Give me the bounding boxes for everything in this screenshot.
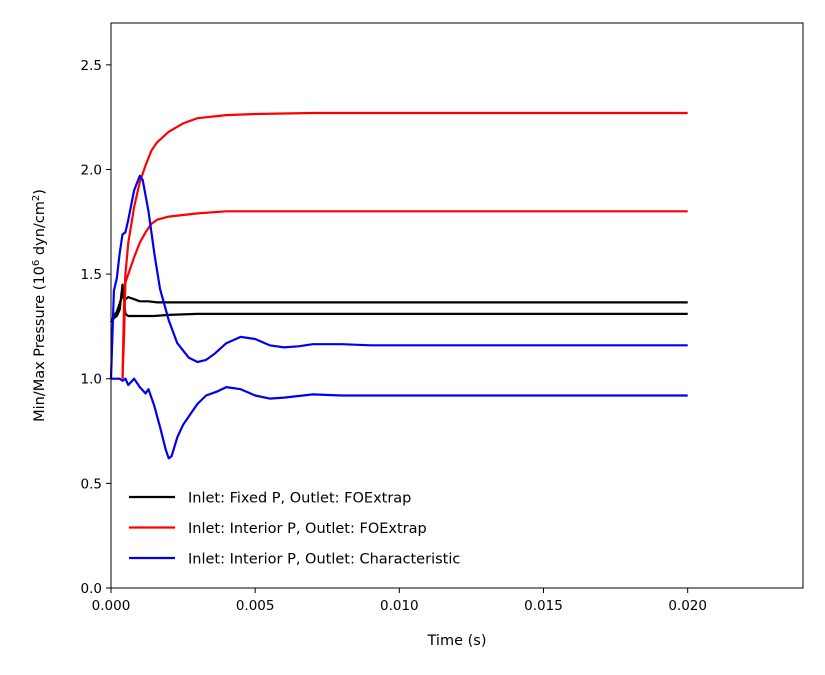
y-tick-label: 0.5 — [81, 476, 102, 492]
y-axis-label-sup2: 2 — [31, 195, 42, 201]
y-axis: 0.0 0.5 1.0 1.5 2.0 2.5 — [81, 58, 111, 597]
legend-label-interior-foextrap: Inlet: Interior P, Outlet: FOExtrap — [188, 521, 427, 537]
x-tick-label: 0.015 — [524, 598, 563, 614]
x-tick-label: 0.010 — [380, 598, 419, 614]
x-tick-label: 0.000 — [92, 598, 131, 614]
y-axis-label: Min/Max Pressure (106 dyn/cm2) — [31, 189, 49, 422]
y-axis-label-prefix: Min/Max Pressure (10 — [32, 266, 48, 422]
y-axis-label-sup1: 6 — [31, 260, 42, 266]
series-0-line-max — [110, 293, 688, 323]
y-axis-label-mid: dyn/cm — [32, 201, 48, 260]
y-tick-label: 1.5 — [81, 267, 102, 283]
y-tick-label: 0.0 — [81, 581, 102, 597]
series-1-line-max — [121, 111, 688, 379]
y-tick-label: 2.0 — [81, 162, 102, 178]
plot-frame — [110, 22, 804, 589]
series-layer — [109, 111, 688, 460]
legend-label-interior-characteristic: Inlet: Interior P, Outlet: Characteristi… — [188, 552, 460, 568]
series-2-line-max — [109, 174, 688, 379]
x-tick-label: 0.020 — [668, 598, 707, 614]
legend-label-fixed-foextrap: Inlet: Fixed P, Outlet: FOExtrap — [188, 491, 411, 507]
y-axis-label-suffix: ) — [32, 189, 48, 195]
x-axis: 0.000 0.005 0.010 0.015 0.020 — [92, 588, 707, 614]
series-0-line-min — [110, 283, 688, 323]
legend: Inlet: Fixed P, Outlet: FOExtrap Inlet: … — [129, 491, 460, 568]
y-tick-label: 1.0 — [81, 372, 102, 388]
series-1-line-min — [121, 210, 688, 379]
x-tick-label: 0.005 — [236, 598, 275, 614]
series-2-line-min — [111, 377, 688, 460]
y-tick-label: 2.5 — [81, 58, 102, 74]
x-axis-label: Time (s) — [427, 633, 487, 649]
